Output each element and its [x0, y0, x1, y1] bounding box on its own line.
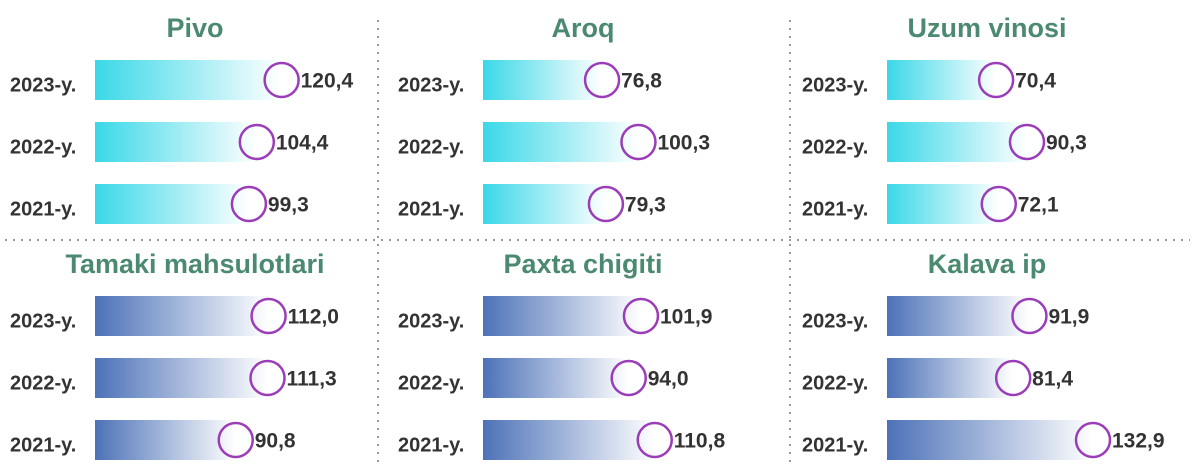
category-label: 2021-y. — [10, 198, 76, 220]
bar-end-marker — [230, 185, 268, 223]
category-label: 2021-y. — [802, 434, 868, 456]
bar-end-marker — [249, 359, 286, 397]
bar-end-marker — [636, 421, 673, 459]
bar — [887, 420, 1093, 460]
bar-end-marker — [263, 61, 300, 99]
panel-title: Pivo — [166, 13, 223, 43]
bar-end-marker — [980, 185, 1018, 223]
value-label: 101,9 — [660, 306, 713, 329]
bar-end-marker — [583, 61, 621, 99]
value-label: 91,9 — [1048, 306, 1089, 329]
panel-title: Kalava ip — [928, 249, 1047, 279]
bar-end-marker — [994, 359, 1032, 397]
bar-end-marker — [250, 297, 287, 335]
panel-title: Paxta chigiti — [503, 249, 662, 279]
bar-end-marker — [1011, 297, 1048, 335]
bar — [483, 420, 655, 460]
panel-title: Uzum vinosi — [907, 13, 1066, 43]
category-label: 2023-y. — [802, 74, 868, 96]
value-label: 76,8 — [621, 70, 662, 93]
category-label: 2021-y. — [398, 434, 464, 456]
bar — [95, 358, 268, 398]
category-label: 2022-y. — [10, 136, 76, 158]
value-label: 72,1 — [1018, 194, 1059, 217]
category-label: 2022-y. — [10, 372, 76, 394]
bar — [483, 122, 639, 162]
bar — [95, 122, 257, 162]
bar-end-marker — [217, 421, 254, 459]
value-label: 104,4 — [276, 132, 329, 155]
bar-end-marker — [620, 123, 657, 161]
value-label: 94,0 — [648, 368, 689, 391]
category-label: 2023-y. — [398, 310, 464, 332]
bar — [483, 60, 603, 100]
value-label: 70,4 — [1015, 70, 1056, 93]
bar — [483, 184, 606, 224]
category-label: 2022-y. — [398, 136, 464, 158]
value-label: 79,3 — [625, 194, 666, 217]
bar — [887, 184, 999, 224]
category-label: 2021-y. — [398, 198, 464, 220]
value-label: 100,3 — [657, 132, 710, 155]
category-label: 2021-y. — [802, 198, 868, 220]
category-label: 2023-y. — [10, 310, 76, 332]
bar-end-marker — [587, 185, 625, 223]
category-label: 2023-y. — [802, 310, 868, 332]
panel-title: Aroq — [552, 13, 615, 43]
bar — [95, 184, 249, 224]
category-label: 2023-y. — [10, 74, 76, 96]
value-label: 90,8 — [255, 430, 296, 453]
bar — [887, 122, 1027, 162]
bar — [95, 420, 236, 460]
category-label: 2022-y. — [802, 136, 868, 158]
bar-end-marker — [1074, 421, 1112, 459]
value-label: 112,0 — [288, 306, 339, 329]
bar — [483, 296, 641, 336]
bar-end-marker — [622, 297, 660, 335]
category-label: 2022-y. — [398, 372, 464, 394]
bar — [95, 296, 269, 336]
category-label: 2022-y. — [802, 372, 868, 394]
bar-end-marker — [238, 123, 276, 161]
panel-title: Tamaki mahsulotlari — [65, 249, 324, 279]
value-label: 90,3 — [1046, 132, 1087, 155]
bar — [887, 296, 1030, 336]
bar-end-marker — [1008, 123, 1046, 161]
bar — [483, 358, 629, 398]
bar — [887, 358, 1014, 398]
value-label: 120,4 — [301, 70, 354, 93]
value-label: 110,8 — [674, 430, 726, 453]
bar-end-marker — [610, 359, 647, 397]
value-label: 81,4 — [1032, 368, 1073, 391]
value-label: 132,9 — [1112, 430, 1165, 453]
value-label: 111,3 — [287, 368, 337, 391]
bar — [95, 60, 282, 100]
category-label: 2023-y. — [398, 74, 464, 96]
category-label: 2021-y. — [10, 434, 76, 456]
value-label: 99,3 — [268, 194, 309, 217]
bar-end-marker — [977, 61, 1015, 99]
